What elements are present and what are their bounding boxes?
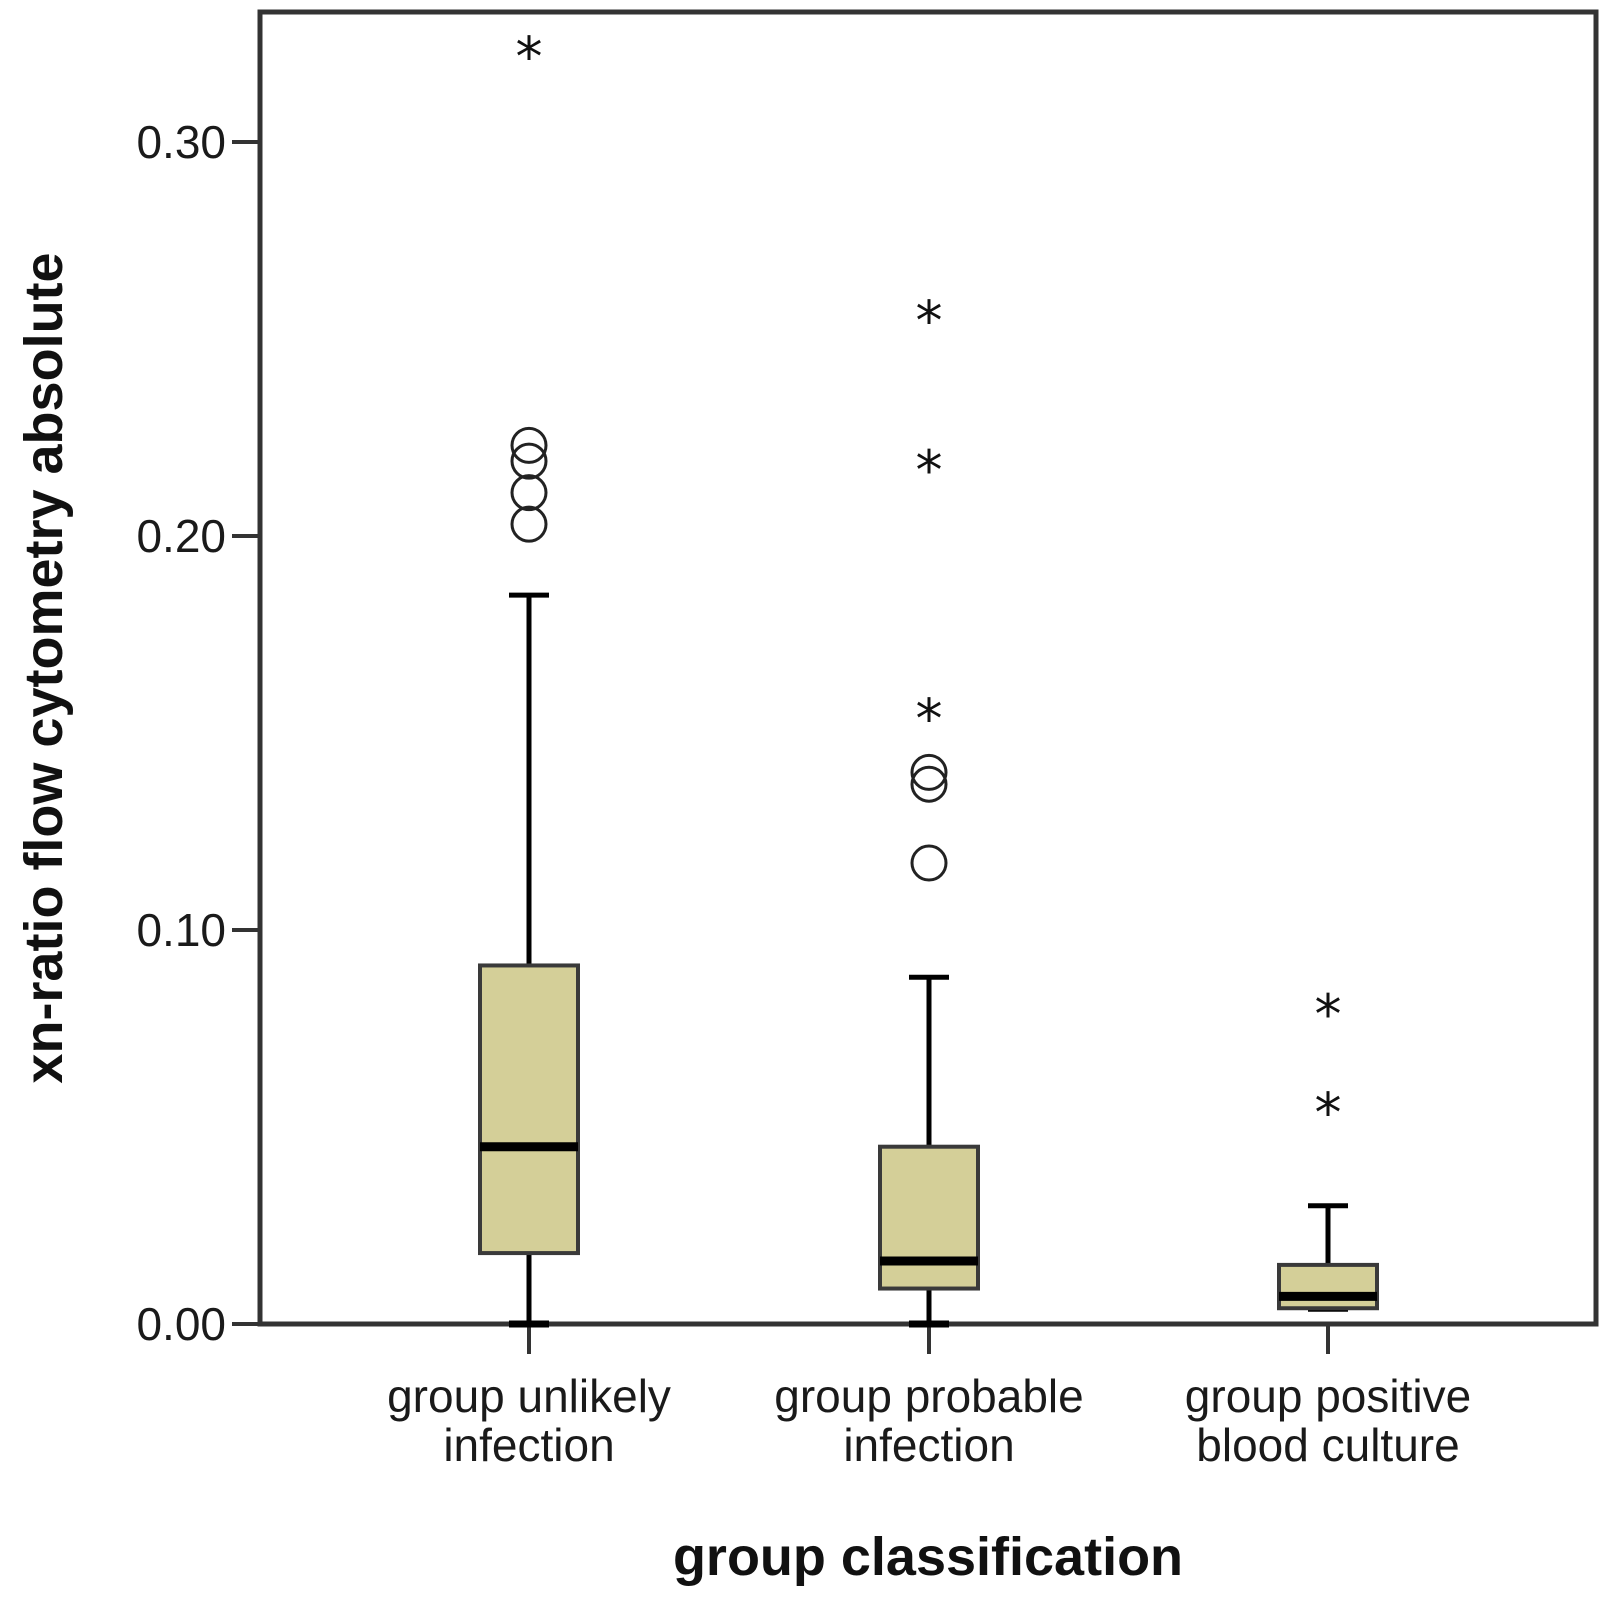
outlier-point xyxy=(910,753,948,791)
y-tick-label: 0.30 xyxy=(136,116,226,168)
outlier-point xyxy=(910,844,948,882)
extreme-point: * xyxy=(1315,983,1342,1046)
extreme-point: * xyxy=(916,289,943,352)
x-tick-label: infection xyxy=(443,1419,614,1471)
x-tick-label: group unlikely xyxy=(387,1370,671,1422)
y-tick-label: 0.20 xyxy=(136,510,226,562)
y-axis-title: xn-ratio flow cytometry absolute xyxy=(14,252,74,1083)
outlier-point xyxy=(510,426,548,464)
extreme-point: * xyxy=(1315,1081,1342,1144)
x-tick-label: infection xyxy=(843,1419,1014,1471)
x-tick-label: blood culture xyxy=(1196,1419,1459,1471)
iqr-box xyxy=(878,1144,980,1291)
outlier-point xyxy=(510,505,548,543)
outlier-point xyxy=(510,442,548,480)
outlier-point xyxy=(510,474,548,512)
iqr-box xyxy=(1277,1262,1379,1311)
x-tick-label: group probable xyxy=(774,1370,1083,1422)
y-tick-label: 0.00 xyxy=(136,1298,226,1350)
extreme-point: * xyxy=(916,439,943,502)
extreme-point: * xyxy=(916,687,943,750)
y-axis: 0.00 0.10 0.20 0.30 xyxy=(136,116,260,1350)
y-tick-label: 0.10 xyxy=(136,904,226,956)
x-axis-title: group classification xyxy=(673,1527,1183,1587)
iqr-box xyxy=(478,963,580,1256)
box-series: * * * * * * xyxy=(478,25,1379,1328)
outlier-point xyxy=(910,765,948,803)
x-tick-label: group positive xyxy=(1185,1370,1471,1422)
extreme-point: * xyxy=(516,25,543,88)
